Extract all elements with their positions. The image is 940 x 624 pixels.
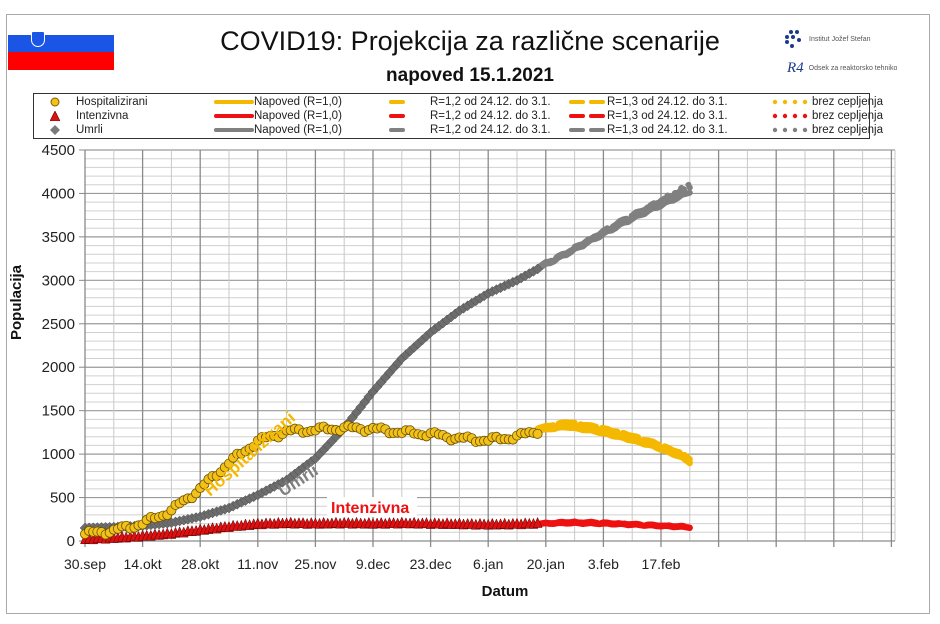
chart-title: COVID19: Projekcija za različne scenarij… bbox=[220, 26, 720, 56]
legend-label: brez cepljenja bbox=[812, 96, 883, 108]
r4-mark-icon: R4 bbox=[787, 60, 804, 76]
long-dash-line-icon bbox=[569, 100, 605, 104]
svg-text:23.dec: 23.dec bbox=[410, 556, 452, 572]
y-axis-title: Populacija bbox=[8, 264, 25, 340]
x-axis-title: Datum bbox=[481, 583, 529, 600]
solid-line-icon bbox=[214, 128, 254, 132]
r4-logo: R4 Odsek za reaktorsko tehniko bbox=[787, 60, 897, 77]
measured-series bbox=[79, 263, 543, 545]
ijs-dots-icon bbox=[785, 30, 803, 48]
legend-label: Intenzivna bbox=[76, 110, 129, 122]
slovenia-flag-icon bbox=[8, 24, 114, 70]
svg-text:3500: 3500 bbox=[42, 229, 75, 246]
solid-line-icon bbox=[214, 114, 254, 118]
svg-text:4000: 4000 bbox=[42, 185, 75, 202]
dash-line-icon bbox=[389, 100, 405, 104]
svg-text:3000: 3000 bbox=[42, 272, 75, 289]
legend-label: brez cepljenja bbox=[812, 124, 883, 136]
svg-text:0: 0 bbox=[67, 533, 75, 550]
dotted-line-icon bbox=[772, 99, 808, 105]
legend-label: R=1,2 od 24.12. do 3.1. bbox=[430, 96, 551, 108]
svg-text:14.okt: 14.okt bbox=[124, 556, 162, 572]
svg-text:17.feb: 17.feb bbox=[642, 556, 681, 572]
legend-label: Hospitalizirani bbox=[76, 96, 148, 108]
legend-row-hospitalizirani: Hospitalizirani Napoved (R=1,0) R=1,2 od… bbox=[34, 95, 883, 109]
legend-row-umrli: Umrli Napoved (R=1,0) R=1,2 od 24.12. do… bbox=[34, 123, 883, 137]
svg-text:Intenzivna: Intenzivna bbox=[331, 500, 409, 517]
svg-text:2500: 2500 bbox=[42, 316, 75, 333]
svg-text:4500: 4500 bbox=[42, 142, 75, 159]
legend-label: Napoved (R=1,0) bbox=[254, 110, 342, 122]
legend-label: Napoved (R=1,0) bbox=[254, 124, 342, 136]
long-dash-line-icon bbox=[569, 114, 605, 118]
svg-text:30.sep: 30.sep bbox=[64, 556, 106, 572]
svg-text:25.nov: 25.nov bbox=[294, 556, 336, 572]
y-axis-ticks: 0 500 1000 1500 2000 2500 3000 3500 4000 4500 bbox=[42, 142, 85, 550]
legend-label: R=1,3 od 24.12. do 3.1. bbox=[607, 96, 728, 108]
institute-logos: Institut Jožef Stefan R4 Odsek za reakto… bbox=[785, 30, 925, 85]
legend-label: R=1,3 od 24.12. do 3.1. bbox=[607, 124, 728, 136]
dotted-line-icon bbox=[772, 127, 808, 133]
legend-label: R=1,2 od 24.12. do 3.1. bbox=[430, 110, 551, 122]
legend-label: Napoved (R=1,0) bbox=[254, 96, 342, 108]
svg-text:11.nov: 11.nov bbox=[237, 556, 278, 572]
svg-text:28.okt: 28.okt bbox=[181, 556, 219, 572]
svg-text:6.jan: 6.jan bbox=[473, 556, 503, 572]
ijs-logo: Institut Jožef Stefan bbox=[785, 30, 870, 48]
projection-lines bbox=[534, 181, 693, 531]
gridlines bbox=[84, 149, 896, 547]
dash-line-icon bbox=[389, 114, 405, 118]
legend-row-intenzivna: Intenzivna Napoved (R=1,0) R=1,2 od 24.1… bbox=[34, 109, 883, 123]
chart-subtitle: napoved 15.1.2021 bbox=[386, 65, 554, 86]
legend-label: Umrli bbox=[76, 124, 103, 136]
legend-label: R=1,2 od 24.12. do 3.1. bbox=[430, 124, 551, 136]
triangle-marker-icon bbox=[50, 111, 60, 121]
x-axis-ticks: 30.sep 14.okt 28.okt 11.nov 25.nov 9.dec 23.de… bbox=[64, 556, 681, 572]
ijs-label: Institut Jožef Stefan bbox=[809, 35, 871, 43]
chart-legend: Hospitalizirani Napoved (R=1,0) R=1,2 od… bbox=[33, 93, 883, 139]
dash-line-icon bbox=[389, 128, 405, 132]
svg-text:1000: 1000 bbox=[42, 446, 75, 463]
circle-marker-icon bbox=[50, 97, 60, 107]
long-dash-line-icon bbox=[569, 128, 605, 132]
svg-text:3.feb: 3.feb bbox=[588, 556, 619, 572]
legend-label: R=1,3 od 24.12. do 3.1. bbox=[607, 110, 728, 122]
svg-text:500: 500 bbox=[50, 490, 75, 507]
solid-line-icon bbox=[214, 100, 254, 104]
svg-text:20.jan: 20.jan bbox=[527, 556, 565, 572]
svg-text:1500: 1500 bbox=[42, 403, 75, 420]
diamond-marker-icon bbox=[50, 125, 60, 135]
legend-label: brez cepljenja bbox=[812, 110, 883, 122]
dotted-line-icon bbox=[772, 113, 808, 119]
svg-text:2000: 2000 bbox=[42, 359, 75, 376]
svg-text:9.dec: 9.dec bbox=[356, 556, 390, 572]
r4-label: Odsek za reaktorsko tehniko bbox=[808, 65, 898, 72]
